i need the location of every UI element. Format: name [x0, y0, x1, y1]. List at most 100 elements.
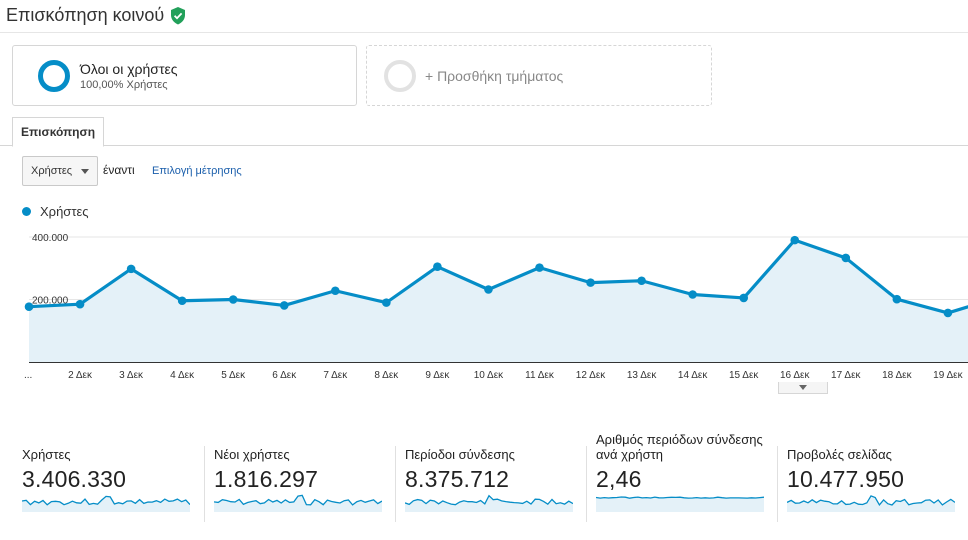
series-line: [28, 238, 968, 315]
x-tick-label: 4 Δεκ: [170, 370, 195, 381]
data-point: [279, 301, 289, 310]
kpi-value: 8.375.712: [405, 466, 510, 492]
x-tick-label: 13 Δεκ: [627, 370, 657, 381]
sparkline-line: [787, 495, 955, 507]
x-tick-label: 12 Δεκ: [576, 370, 606, 381]
kpi-card[interactable]: Νέοι χρήστες 1.816.297: [214, 428, 384, 522]
metric-dropdown-value: Χρήστες: [31, 165, 73, 177]
sparkline-area: [787, 495, 955, 512]
data-point: [382, 298, 391, 307]
data-point: [943, 308, 953, 318]
kpi-card[interactable]: Περίοδοι σύνδεσης 8.375.712: [405, 428, 575, 522]
sparkline-line: [596, 496, 764, 499]
data-point: [75, 299, 85, 309]
data-point: [126, 264, 136, 274]
add-segment-button[interactable]: + Προσθήκη τμήματος: [366, 45, 712, 106]
segment-all-users[interactable]: Όλοι οι χρήστες 100,00% Χρήστες: [12, 45, 357, 106]
data-point: [688, 290, 697, 299]
sparkline-line: [22, 495, 190, 506]
users-line-chart: 200.000 400.000... 2 Δεκ 3 Δεκ 4 Δεκ 5 Δεκ 6 Δ…: [24, 233, 968, 381]
sparkline-area: [405, 495, 573, 512]
x-tick-label: 16 Δεκ: [780, 370, 810, 381]
kpi-sparkline: [405, 494, 573, 512]
data-point: [24, 302, 34, 311]
data-point: [739, 293, 748, 303]
chart-expand-handle[interactable]: [778, 382, 828, 394]
page-title-text: Επισκόπηση κοινού: [6, 5, 165, 25]
y-tick-label: 200.000: [32, 296, 69, 307]
x-tick-label: 14 Δεκ: [678, 370, 708, 381]
data-point: [484, 285, 493, 294]
sparkline-area: [214, 495, 382, 512]
sparkline-area: [22, 496, 190, 512]
kpi-sparkline: [22, 495, 190, 512]
x-tick-label: 3 Δεκ: [119, 370, 144, 381]
tab-overview[interactable]: Επισκόπηση: [12, 117, 104, 147]
x-tick-label: 18 Δεκ: [882, 370, 912, 381]
data-point: [535, 263, 544, 272]
chevron-down-icon: [81, 169, 89, 174]
kpi-label: Χρήστες: [22, 447, 71, 462]
page-title: Επισκόπηση κοινού: [6, 5, 186, 26]
kpi-card[interactable]: Χρήστες 3.406.330: [22, 428, 192, 522]
tab-bar: Επισκόπηση: [0, 117, 968, 147]
select-metric-link[interactable]: Επιλογή μέτρησης: [152, 165, 242, 177]
x-tick-label: ...: [24, 370, 32, 381]
kpi-label: Αριθμός περιόδων σύνδεσης ανά χρήστη: [596, 432, 763, 462]
data-point: [841, 253, 851, 263]
x-tick-label: 2 Δεκ: [68, 370, 93, 381]
x-tick-label: 8 Δεκ: [374, 370, 399, 381]
series-area-fill: [29, 240, 968, 362]
x-tick-label: 6 Δεκ: [272, 370, 297, 381]
kpi-divider: [204, 446, 205, 522]
add-segment-label: + Προσθήκη τμήματος: [425, 67, 564, 84]
metric-dropdown[interactable]: Χρήστες: [22, 156, 98, 186]
header-divider: [0, 32, 968, 33]
kpi-card[interactable]: Αριθμός περιόδων σύνδεσης ανά χρήστη 2,46: [596, 428, 766, 522]
kpi-label: Περίοδοι σύνδεσης: [405, 447, 515, 462]
kpi-sparkline: [214, 494, 382, 512]
x-tick-label: 9 Δεκ: [425, 370, 450, 381]
sparkline-area: [596, 497, 764, 512]
x-tick-label: 15 Δεκ: [729, 370, 759, 381]
kpi-divider: [395, 446, 396, 522]
x-tick-label: 19 Δεκ: [933, 370, 963, 381]
data-point: [637, 276, 646, 286]
empty-segment-ring-icon: [384, 59, 416, 92]
x-tick-label: 17 Δεκ: [831, 370, 861, 381]
legend-label: Χρήστες: [40, 204, 89, 219]
kpi-value: 1.816.297: [214, 466, 319, 492]
data-point: [892, 294, 902, 304]
kpi-label: Νέοι χρήστες: [214, 447, 290, 462]
sparkline-line: [214, 494, 382, 506]
segment-ring-icon: [38, 59, 70, 92]
data-point: [790, 235, 800, 245]
kpi-divider: [586, 446, 587, 522]
y-tick-label: 400.000: [32, 233, 69, 244]
kpi-divider: [777, 446, 778, 522]
data-point: [228, 295, 238, 304]
verified-shield-icon: [171, 6, 186, 24]
x-tick-label: 5 Δεκ: [221, 370, 246, 381]
sparkline-line: [405, 494, 573, 506]
x-tick-label: 7 Δεκ: [323, 370, 348, 381]
x-tick-label: 11 Δεκ: [525, 370, 555, 381]
expand-arrow-icon: [799, 385, 807, 390]
kpi-sparkline: [787, 495, 955, 512]
legend-dot-icon: [22, 207, 31, 216]
kpi-value: 2,46: [596, 466, 642, 492]
data-point: [433, 262, 442, 271]
chart-legend: Χρήστες: [22, 204, 89, 219]
data-point: [177, 296, 187, 306]
versus-label: έναντι: [103, 163, 135, 177]
data-point: [586, 278, 595, 287]
kpi-card[interactable]: Προβολές σελίδας 10.477.950: [787, 428, 957, 522]
x-tick-label: 10 Δεκ: [474, 370, 504, 381]
data-point: [331, 286, 340, 296]
kpi-summary: Χρήστες 3.406.330 Νέοι χρήστες 1.816.297 Περ…: [0, 428, 968, 524]
kpi-label: Προβολές σελίδας: [787, 447, 892, 462]
kpi-value: 3.406.330: [22, 466, 127, 492]
kpi-sparkline: [596, 496, 764, 512]
kpi-value: 10.477.950: [787, 466, 905, 492]
segment-percentage: 100,00% Χρήστες: [80, 78, 168, 91]
